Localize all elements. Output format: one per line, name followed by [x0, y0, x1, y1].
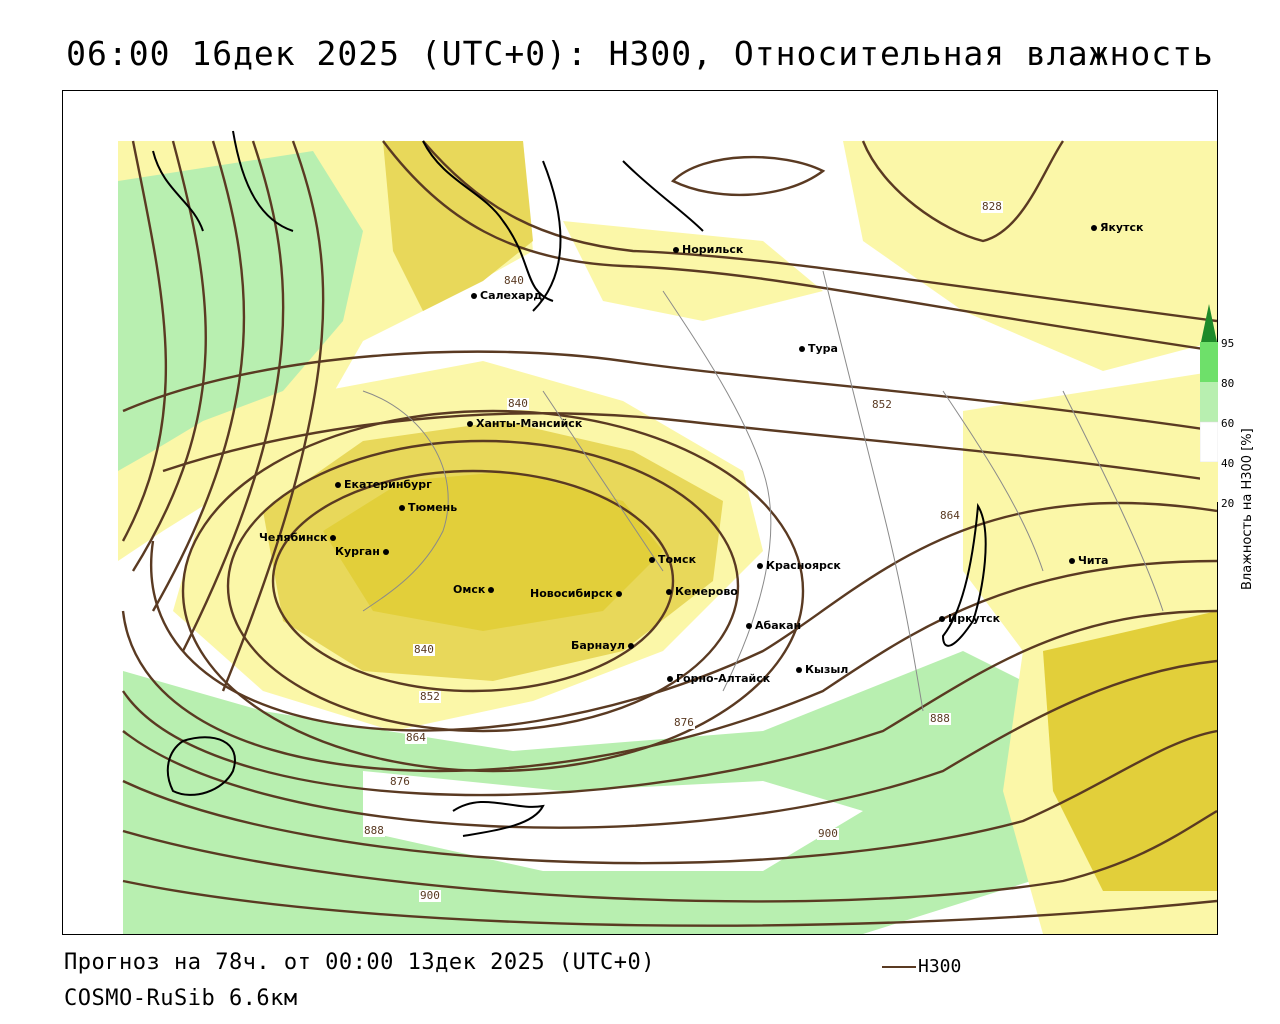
- city-marker-icon: [649, 557, 655, 563]
- colorbar-arrow-icon: [1201, 304, 1217, 342]
- colorbar-band-80-95: [1200, 342, 1218, 382]
- humidity-area-yellow-se: [1043, 611, 1217, 891]
- contour-label-852: 852: [871, 398, 893, 411]
- contour-label-864: 864: [939, 509, 961, 522]
- city-marker-icon: [757, 563, 763, 569]
- map-canvas: [118, 130, 1217, 934]
- city-marker-icon: [1069, 558, 1075, 564]
- city-barnaul[interactable]: Барнаул: [571, 640, 637, 652]
- city-marker-icon: [335, 482, 341, 488]
- forecast-info: Прогноз на 78ч. от 00:00 13дек 2025 (UTC…: [64, 950, 656, 975]
- map-title: 06:00 16дек 2025 (UTC+0): H300, Относите…: [66, 34, 1214, 73]
- city-marker-icon: [666, 589, 672, 595]
- city-tyumen[interactable]: Тюмень: [399, 502, 457, 514]
- admin-borders: [362, 270, 1164, 712]
- h300-contours: [121, 140, 1217, 927]
- city-chita[interactable]: Чита: [1069, 555, 1108, 567]
- city-marker-icon: [615, 591, 622, 597]
- city-marker-icon: [673, 247, 679, 253]
- city-ekaterinburg[interactable]: Екатеринбург: [335, 479, 432, 491]
- city-marker-icon: [667, 676, 673, 682]
- coastlines: [152, 130, 987, 837]
- contour-label-864: 864: [405, 731, 427, 744]
- city-marker-icon: [488, 587, 495, 593]
- colorbar-band-60-80: [1200, 382, 1218, 422]
- humidity-area-yellow-ne: [843, 141, 1217, 371]
- colorbar-tick-40: 40: [1221, 457, 1235, 470]
- contour-label-876: 876: [389, 775, 411, 788]
- contour-label-900: 900: [419, 889, 441, 902]
- city-novosibirsk[interactable]: Новосибирск: [530, 588, 625, 600]
- contour-label-888: 888: [363, 824, 385, 837]
- city-norilsk[interactable]: Норильск: [673, 244, 743, 256]
- contour-label-840: 840: [503, 274, 525, 287]
- contour-label-828: 828: [981, 200, 1003, 213]
- model-name: COSMO-RuSib 6.6км: [64, 986, 298, 1011]
- city-krasnoyarsk[interactable]: Красноярск: [757, 560, 841, 572]
- city-chelyabinsk[interactable]: Челябинск: [259, 532, 339, 544]
- h300-line-icon: [882, 966, 916, 968]
- contour-label-852: 852: [419, 690, 441, 703]
- city-marker-icon: [939, 616, 945, 622]
- map-panel: 828 840 840 840 852 852 864 864 876 876 …: [62, 90, 1218, 935]
- city-marker-icon: [471, 293, 477, 299]
- city-marker-icon: [330, 535, 337, 541]
- city-marker-icon: [382, 549, 389, 555]
- city-omsk[interactable]: Омск: [453, 584, 497, 596]
- city-khanty-mansiysk[interactable]: Ханты-Мансийск: [467, 418, 582, 430]
- city-marker-icon: [746, 623, 752, 629]
- city-kurgan[interactable]: Курган: [335, 546, 392, 558]
- city-kemerovo[interactable]: Кемерово: [666, 586, 738, 598]
- city-tomsk[interactable]: Томск: [649, 554, 696, 566]
- colorbar-tick-20: 20: [1221, 497, 1235, 510]
- city-marker-icon: [399, 505, 405, 511]
- city-gorno-altaysk[interactable]: Горно-Алтайск: [667, 673, 770, 685]
- contour-label-888: 888: [929, 712, 951, 725]
- city-marker-icon: [796, 667, 802, 673]
- city-kyzyl[interactable]: Кызыл: [796, 664, 848, 676]
- city-marker-icon: [1091, 225, 1097, 231]
- humidity-area-yellow-core: [323, 471, 663, 631]
- city-marker-icon: [627, 643, 634, 649]
- contour-label-876: 876: [673, 716, 695, 729]
- city-marker-icon: [799, 346, 805, 352]
- contour-label-840: 840: [507, 397, 529, 410]
- colorbar-band-40-60: [1200, 421, 1218, 463]
- city-abakan[interactable]: Абакан: [746, 620, 801, 632]
- colorbar-tick-95: 95: [1221, 337, 1235, 350]
- colorbar-graphic: [1200, 304, 1218, 502]
- colorbar-tick-60: 60: [1221, 417, 1235, 430]
- colorbar-band-20-40: [1200, 462, 1218, 502]
- city-marker-icon: [467, 421, 473, 427]
- colorbar-tick-80: 80: [1221, 377, 1235, 390]
- city-yakutsk[interactable]: Якутск: [1091, 222, 1143, 234]
- city-salekhard[interactable]: Салехард: [471, 290, 542, 302]
- colorbar-title: Влажность на H300 [%]: [1240, 428, 1255, 590]
- contour-label-840: 840: [413, 643, 435, 656]
- contour-label-900: 900: [817, 827, 839, 840]
- h300-legend: H300: [882, 956, 961, 977]
- city-tura[interactable]: Тура: [799, 343, 838, 355]
- city-irkutsk[interactable]: Иркутск: [939, 613, 1000, 625]
